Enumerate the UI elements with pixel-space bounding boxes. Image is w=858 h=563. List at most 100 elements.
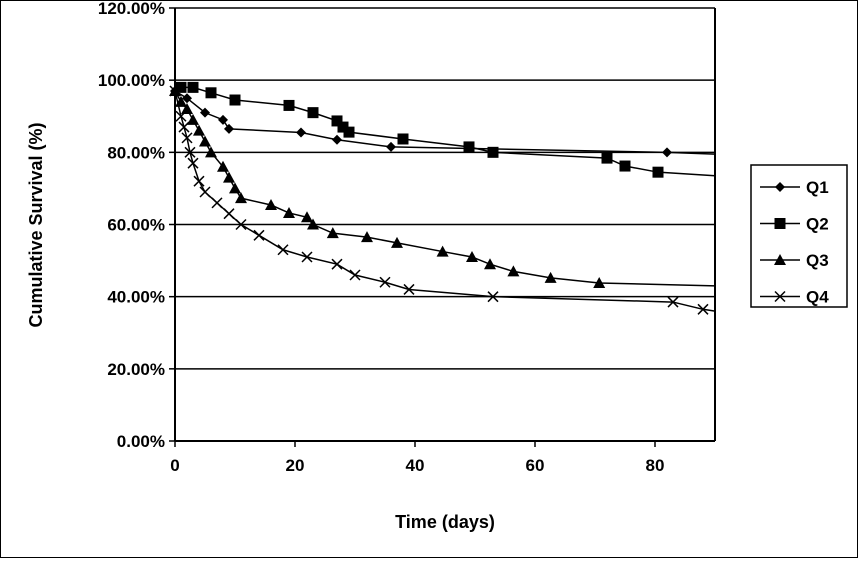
x-marker-stroke [403,283,415,295]
x-marker [187,157,199,169]
triangle-marker [361,231,373,243]
x-marker-stroke [211,197,223,209]
legend-item-q3: Q3 [760,251,829,270]
series-line [174,90,716,312]
square-marker [229,94,241,106]
x-marker-stroke [181,132,193,144]
x-marker-stroke [235,218,247,231]
x-marker-stroke [178,121,190,133]
series-q2 [175,81,716,178]
diamond-marker [200,107,210,118]
square-marker [652,166,664,178]
x-marker-stroke [774,290,786,303]
x-marker [301,251,313,263]
square-marker [463,141,475,153]
triangle-marker [326,227,339,239]
x-marker [235,218,247,231]
x-tick-label: 80 [646,456,665,475]
x-marker [253,229,265,241]
legend-label: Q1 [806,178,829,197]
series-line [181,86,716,177]
series-q1 [170,85,716,158]
square-marker [619,160,631,172]
series-q4 [169,85,716,315]
triangle-marker [223,171,235,183]
square-marker [307,107,319,119]
x-marker [774,290,786,303]
diamond-marker [182,93,192,104]
triangle-marker [466,250,478,262]
x-marker [667,296,679,308]
triangle-marker [593,276,606,288]
y-tick-label: 20.00% [107,360,165,379]
triangle-marker [283,206,295,218]
diamond-marker [332,134,342,145]
x-marker-stroke [199,186,211,198]
x-marker [403,283,415,295]
square-marker [205,87,217,99]
square-marker [283,99,295,111]
legend: Q1 Q2 Q3 Q4 [750,164,848,308]
x-marker-stroke [667,296,679,308]
triangle-marker [193,124,205,136]
triangle-marker [205,146,217,158]
series-q3 [169,84,716,288]
triangle-marker [507,265,520,277]
y-tick-label: 0.00% [117,432,165,451]
legend-label: Q3 [806,251,829,270]
triangle-marker [199,135,211,147]
triangle-marker [217,160,229,172]
x-marker [199,186,211,198]
y-tick-label: 100.00% [98,71,165,90]
x-marker-stroke [331,258,343,270]
y-tick-label: 120.00% [98,0,165,18]
x-tick-label: 20 [286,456,305,475]
triangle-marker [301,211,313,223]
legend-item-q1: Q1 [760,178,829,197]
triangle-marker [187,113,199,125]
triangle-marker [307,218,319,230]
y-tick-label: 40.00% [107,288,165,307]
diamond-marker [386,141,396,152]
legend-box [750,164,848,308]
triangle-marker [235,192,247,204]
triangle-marker [181,103,193,115]
x-marker [331,258,343,270]
x-marker-stroke [223,208,235,220]
diamond-marker [218,114,228,125]
x-marker [277,244,289,256]
x-axis-label: Time (days) [395,512,495,532]
triangle-marker [544,271,557,283]
x-marker-stroke [487,291,499,303]
triangle-marker [484,258,496,270]
x-marker-stroke [169,85,181,97]
square-marker [175,81,187,93]
square-marker [601,152,613,164]
x-tick-label: 60 [526,456,545,475]
x-marker [175,110,187,122]
triangle-marker [229,182,241,194]
square-marker [331,115,343,127]
x-marker-stroke [277,244,289,256]
x-tick-label: 40 [406,456,425,475]
x-marker-stroke [175,110,187,122]
diamond-marker [662,147,672,158]
x-marker [697,303,709,315]
y-tick-label: 60.00% [107,216,165,235]
x-marker-stroke [253,229,265,241]
triangle-marker [265,199,277,211]
x-marker-stroke [187,157,199,169]
triangle-marker [774,254,786,265]
square-marker [187,81,199,93]
x-marker [178,121,190,133]
legend-item-q2: Q2 [760,215,829,234]
x-marker-stroke [349,269,361,281]
x-marker [349,269,361,281]
y-axis-label: Cumulative Survival (%) [26,122,46,327]
x-marker [211,197,223,209]
legend-item-q4: Q4 [760,288,829,307]
square-marker [397,133,409,145]
square-marker [343,126,355,138]
